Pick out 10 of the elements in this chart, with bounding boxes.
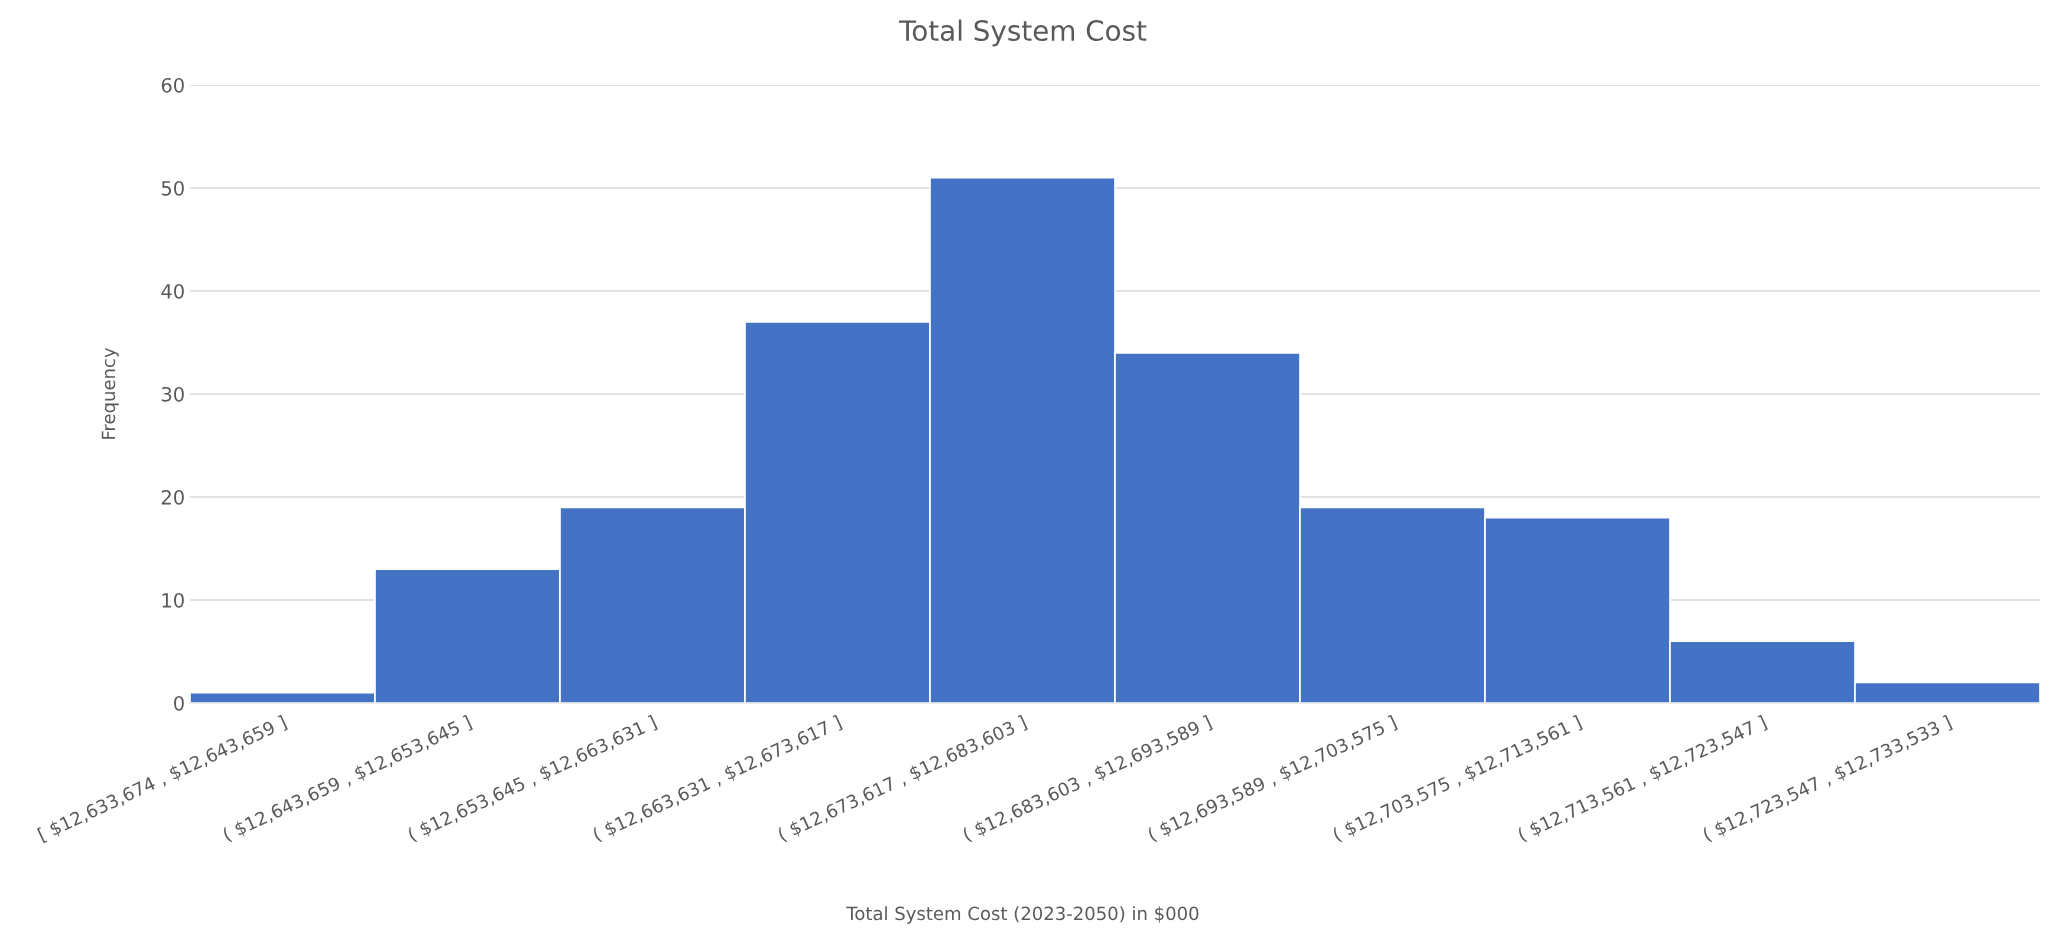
y-tick-label: 10 [162, 592, 184, 608]
chart-title: Total System Cost [898, 19, 1147, 47]
y-tick-label: 0 [174, 695, 184, 711]
y-tick-label: 50 [161, 180, 184, 196]
y-tick-label: 20 [161, 489, 184, 505]
y-axis-title: Frequency [101, 347, 119, 439]
y-tick-label: 30 [161, 386, 184, 402]
y-tick-label: 60 [161, 77, 184, 93]
y-tick-label: 40 [161, 283, 184, 299]
x-axis-title: Total System Cost (2023-2050) in $000 [846, 906, 1199, 924]
